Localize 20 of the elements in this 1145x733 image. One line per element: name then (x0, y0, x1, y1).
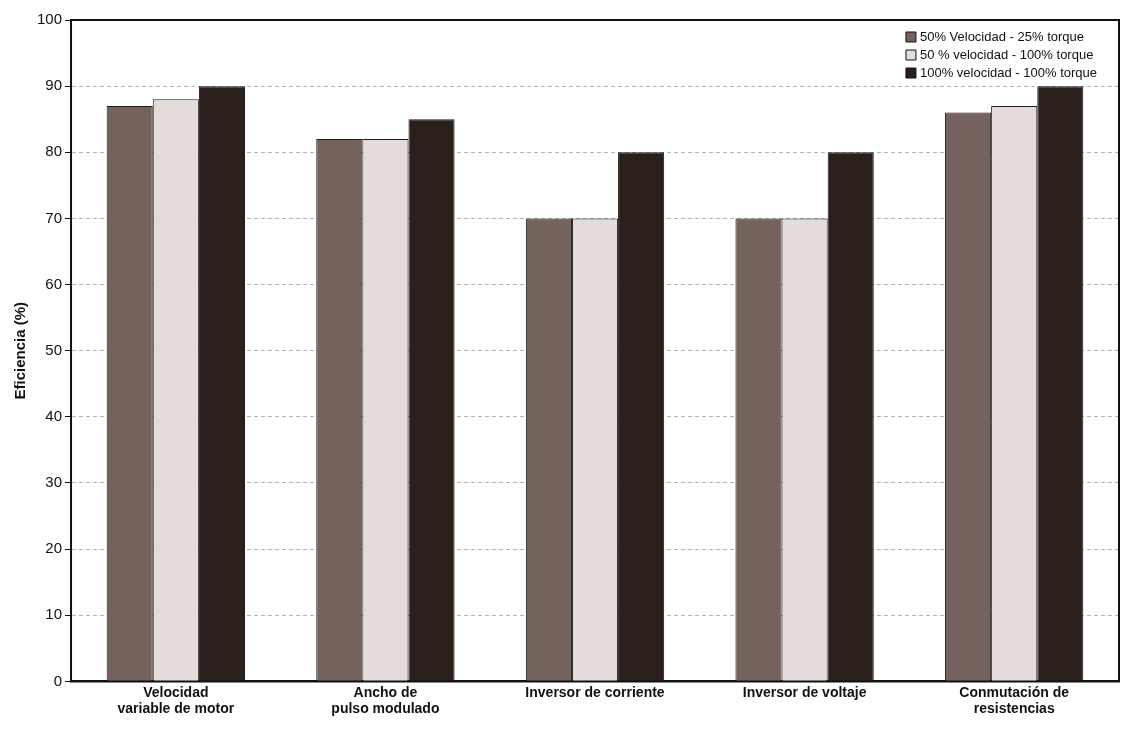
y-tick-label: 10 (45, 605, 63, 623)
legend-label: 50% Velocidad - 25% torque (919, 28, 1084, 44)
y-axis-title: Eficiencia (%) (11, 301, 29, 400)
x-tick-label: Inversor de voltaje (742, 683, 867, 700)
x-tick-label: Inversor de corriente (525, 683, 665, 700)
y-tick-label: 60 (45, 274, 63, 292)
y-tick-label: 90 (45, 76, 63, 94)
x-tick-label: Velocidad variable de motor (117, 683, 235, 717)
y-tick-label: 30 (45, 473, 63, 491)
y-tick-label: 20 (45, 539, 63, 557)
y-tick-label: 80 (45, 142, 63, 160)
legend-label: 100% velocidad - 100% torque (919, 64, 1097, 80)
x-tick-label: Ancho de pulso modulado (331, 683, 440, 717)
y-tick-label: 100 (37, 10, 63, 28)
y-tick-label: 0 (53, 671, 63, 689)
legend-label: 50 % velocidad - 100% torque (919, 46, 1094, 62)
y-tick-label: 50 (45, 340, 63, 358)
y-tick-label: 40 (45, 406, 63, 424)
y-tick-label: 70 (45, 208, 63, 226)
x-tick-label: Conmutación de resistencias (959, 683, 1070, 717)
